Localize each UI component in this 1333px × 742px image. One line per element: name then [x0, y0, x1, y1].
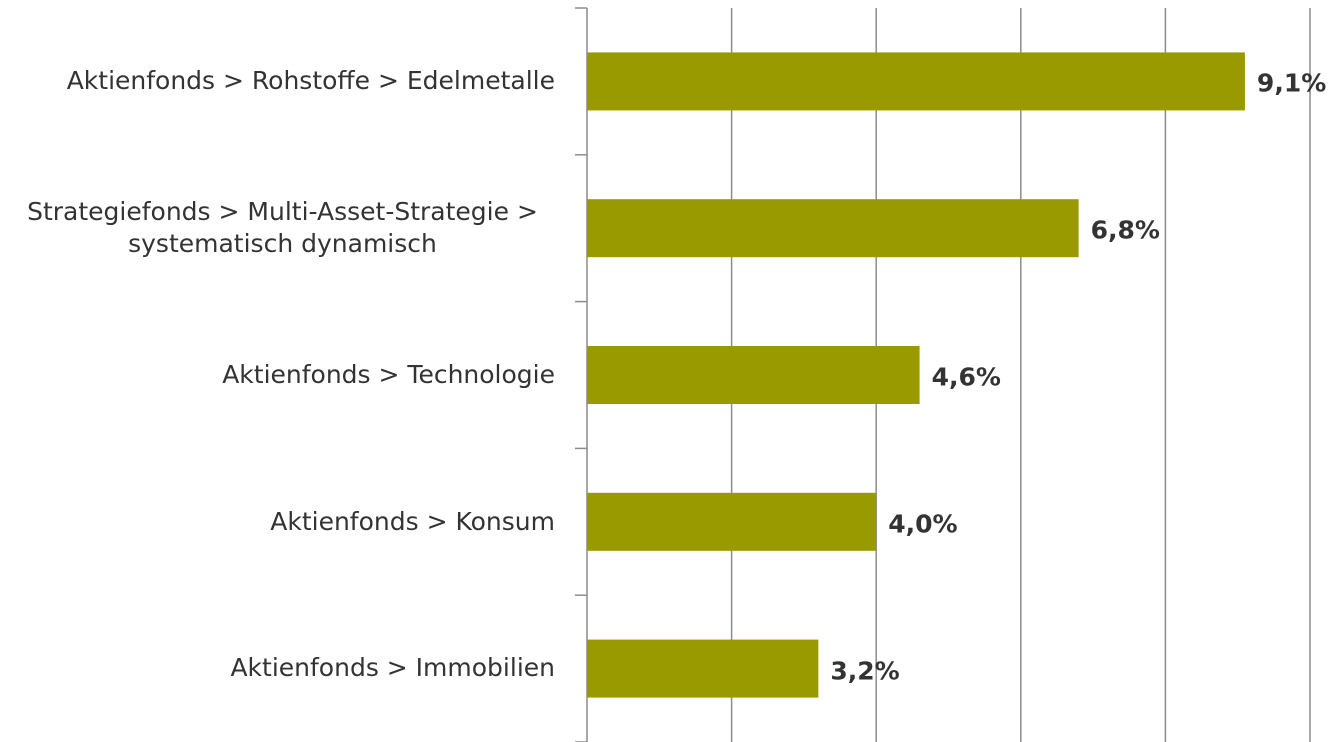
data-label-text: 9,1% [1256, 68, 1327, 98]
data-label-text: 4,0% [888, 509, 958, 539]
y-tick-label: Aktienfonds > Konsum [0, 462, 555, 582]
y-tick-label: Aktienfonds > Rohstoffe > Edelmetalle [0, 21, 555, 141]
y-tick-label-text: Aktienfonds > Rohstoffe > Edelmetalle [66, 66, 555, 96]
data-label: 4,6% [932, 363, 1001, 392]
bar [587, 199, 1079, 258]
data-label-text: 3,2% [830, 656, 900, 686]
bar [587, 492, 877, 551]
bar [587, 639, 819, 698]
y-tick-label: Strategiefonds > Multi-Asset-Strategie >… [0, 168, 555, 288]
data-label: 3,2% [830, 656, 899, 685]
data-label-text: 4,6% [931, 362, 1001, 392]
y-tick-label: Aktienfonds > Immobilien [0, 609, 555, 729]
y-tick-label-text: Aktienfonds > Immobilien [230, 653, 555, 683]
data-label: 9,1% [1257, 69, 1326, 98]
data-label-text: 6,8% [1090, 215, 1160, 245]
bar [587, 52, 1245, 111]
y-tick-label-text: Strategiefonds > Multi-Asset-Strategie >… [27, 196, 538, 259]
y-tick-label-text: Aktienfonds > Konsum [270, 506, 555, 536]
bar [587, 346, 920, 404]
y-tick-label-text: Aktienfonds > Technologie [222, 359, 555, 389]
y-tick-label: Aktienfonds > Technologie [0, 315, 555, 435]
data-label: 4,0% [888, 509, 957, 538]
data-label: 6,8% [1091, 216, 1160, 245]
